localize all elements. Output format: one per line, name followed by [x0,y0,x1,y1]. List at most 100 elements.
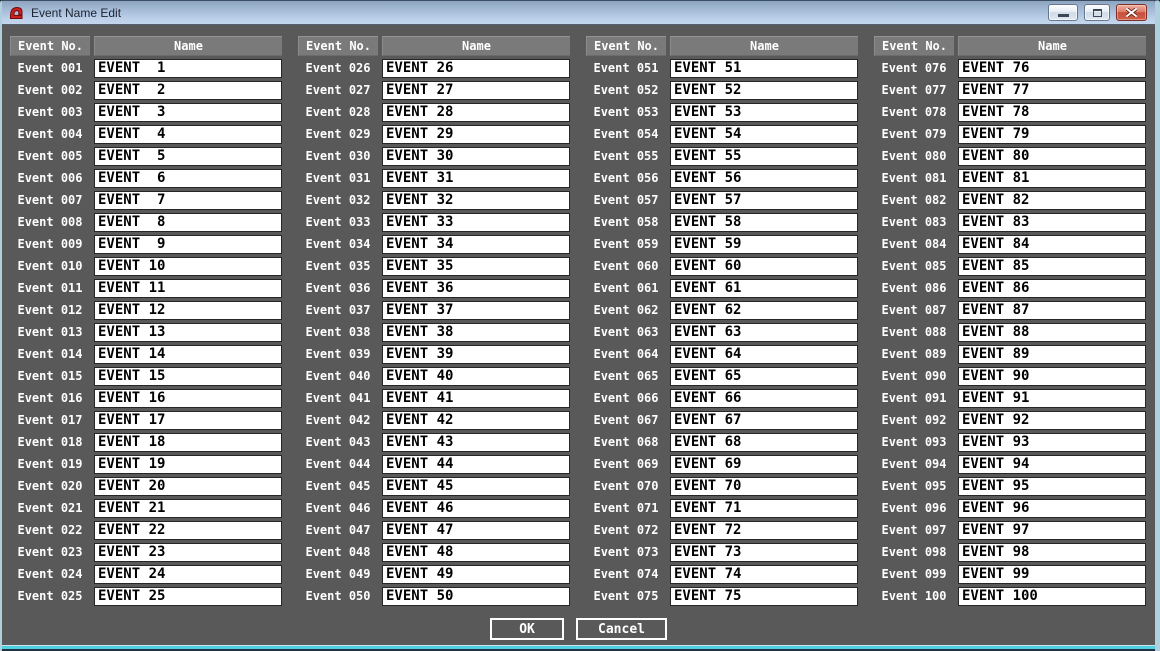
ok-button[interactable]: OK [490,618,565,640]
event-name-input[interactable] [382,564,570,584]
event-name-input[interactable] [670,322,858,342]
event-name-input[interactable] [382,168,570,188]
event-name-input[interactable] [958,410,1146,430]
event-name-input[interactable] [94,212,282,232]
event-name-input[interactable] [670,432,858,452]
event-name-input[interactable] [94,234,282,254]
event-name-input[interactable] [382,278,570,298]
event-name-input[interactable] [94,58,282,78]
event-name-input[interactable] [670,366,858,386]
event-name-input[interactable] [958,322,1146,342]
event-name-input[interactable] [670,102,858,122]
event-name-input[interactable] [670,388,858,408]
close-button[interactable] [1116,4,1147,21]
event-name-input[interactable] [958,586,1146,606]
event-name-input[interactable] [94,410,282,430]
event-name-input[interactable] [382,58,570,78]
event-name-input[interactable] [382,80,570,100]
event-name-input[interactable] [382,388,570,408]
event-name-input[interactable] [94,520,282,540]
event-name-input[interactable] [958,476,1146,496]
event-name-input[interactable] [958,498,1146,518]
event-name-input[interactable] [958,58,1146,78]
event-name-input[interactable] [382,586,570,606]
event-name-input[interactable] [94,344,282,364]
event-name-input[interactable] [670,256,858,276]
event-name-input[interactable] [382,344,570,364]
event-name-input[interactable] [94,564,282,584]
event-name-input[interactable] [670,146,858,166]
event-name-input[interactable] [94,432,282,452]
event-name-input[interactable] [382,432,570,452]
event-name-input[interactable] [94,366,282,386]
event-name-input[interactable] [94,586,282,606]
event-name-input[interactable] [382,256,570,276]
event-name-input[interactable] [94,256,282,276]
event-name-input[interactable] [670,278,858,298]
event-name-input[interactable] [670,212,858,232]
event-name-input[interactable] [382,498,570,518]
event-name-input[interactable] [670,344,858,364]
event-name-input[interactable] [958,124,1146,144]
event-name-input[interactable] [958,520,1146,540]
event-name-input[interactable] [382,102,570,122]
event-name-input[interactable] [958,454,1146,474]
event-name-input[interactable] [958,234,1146,254]
event-name-input[interactable] [670,300,858,320]
event-name-input[interactable] [382,212,570,232]
event-name-input[interactable] [670,124,858,144]
event-name-input[interactable] [94,102,282,122]
event-name-input[interactable] [958,542,1146,562]
event-name-input[interactable] [670,564,858,584]
event-name-input[interactable] [670,520,858,540]
event-name-input[interactable] [958,168,1146,188]
event-name-input[interactable] [958,212,1146,232]
event-name-input[interactable] [670,410,858,430]
event-name-input[interactable] [94,278,282,298]
event-name-input[interactable] [958,564,1146,584]
event-name-input[interactable] [94,388,282,408]
cancel-button[interactable]: Cancel [576,618,667,640]
event-name-input[interactable] [382,542,570,562]
event-name-input[interactable] [94,168,282,188]
event-name-input[interactable] [670,498,858,518]
event-name-input[interactable] [94,80,282,100]
event-name-input[interactable] [382,476,570,496]
event-name-input[interactable] [670,190,858,210]
event-name-input[interactable] [94,190,282,210]
event-name-input[interactable] [958,146,1146,166]
event-name-input[interactable] [382,124,570,144]
event-name-input[interactable] [382,410,570,430]
event-name-input[interactable] [670,168,858,188]
event-name-input[interactable] [670,80,858,100]
event-name-input[interactable] [382,322,570,342]
event-name-input[interactable] [94,146,282,166]
event-name-input[interactable] [94,300,282,320]
event-name-input[interactable] [382,454,570,474]
event-name-input[interactable] [382,234,570,254]
minimize-button[interactable] [1048,4,1078,21]
event-name-input[interactable] [958,344,1146,364]
event-name-input[interactable] [670,542,858,562]
event-name-input[interactable] [670,454,858,474]
event-name-input[interactable] [382,300,570,320]
event-name-input[interactable] [94,454,282,474]
event-name-input[interactable] [94,498,282,518]
event-name-input[interactable] [94,542,282,562]
event-name-input[interactable] [958,366,1146,386]
event-name-input[interactable] [94,476,282,496]
event-name-input[interactable] [958,300,1146,320]
event-name-input[interactable] [670,234,858,254]
event-name-input[interactable] [670,476,858,496]
maximize-button[interactable] [1084,4,1110,21]
event-name-input[interactable] [382,366,570,386]
event-name-input[interactable] [670,58,858,78]
event-name-input[interactable] [958,388,1146,408]
event-name-input[interactable] [94,124,282,144]
event-name-input[interactable] [382,520,570,540]
event-name-input[interactable] [382,190,570,210]
event-name-input[interactable] [958,278,1146,298]
event-name-input[interactable] [958,80,1146,100]
event-name-input[interactable] [958,256,1146,276]
event-name-input[interactable] [958,190,1146,210]
